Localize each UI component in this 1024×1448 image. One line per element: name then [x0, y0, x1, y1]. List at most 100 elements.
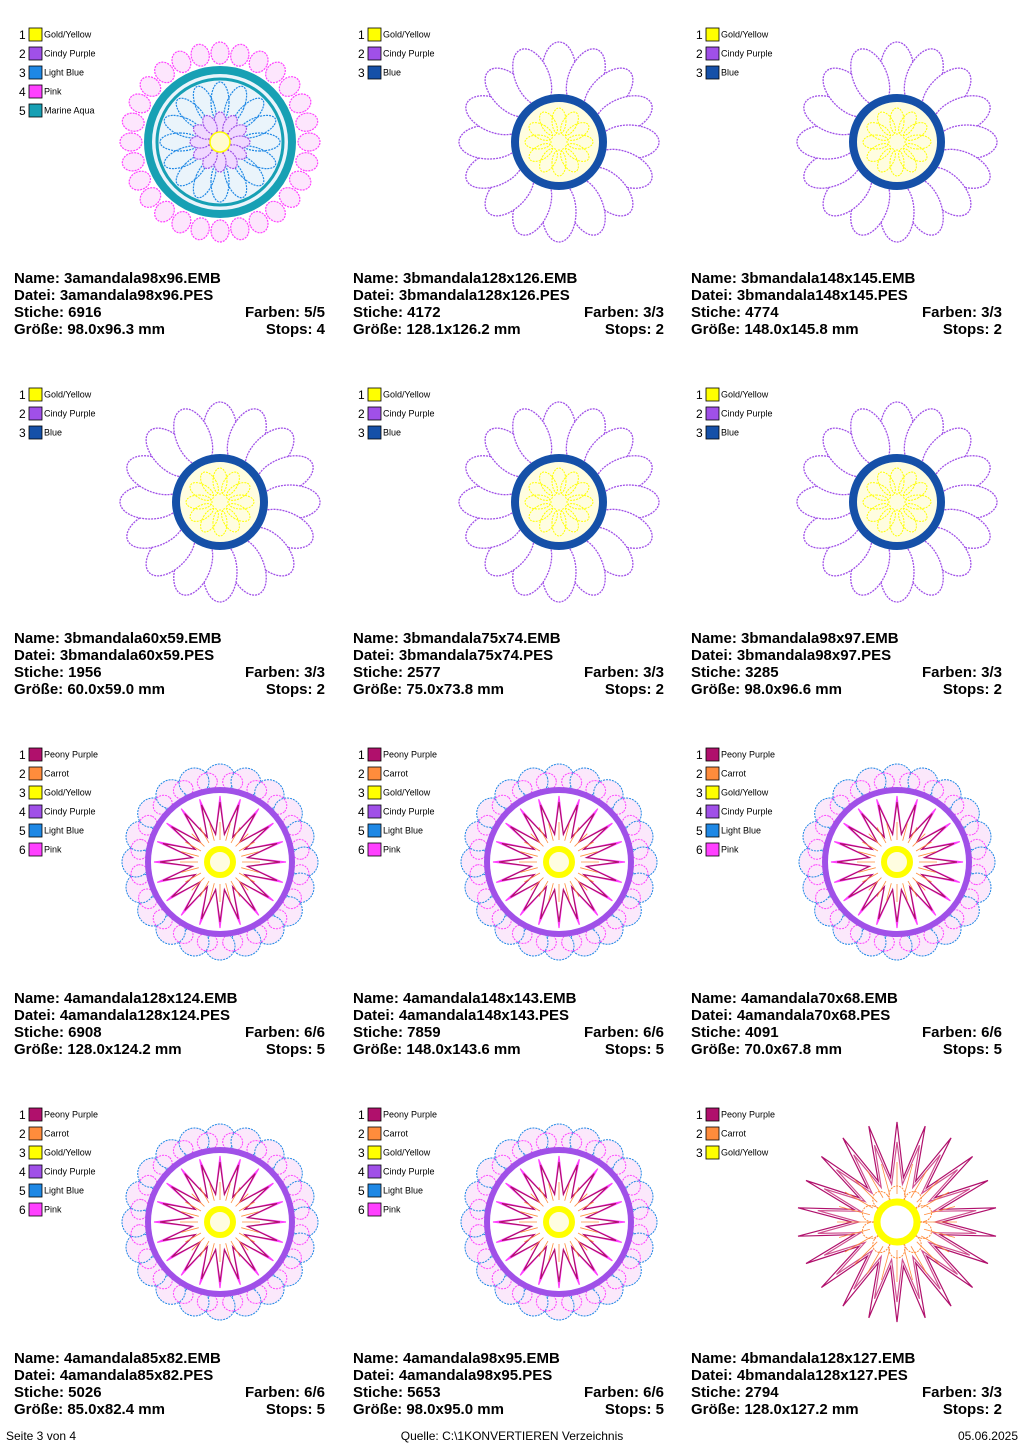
petal: [561, 1292, 583, 1312]
petal: [230, 43, 250, 67]
petal: [163, 114, 203, 139]
thread-name: Blue: [383, 427, 401, 437]
thread-swatch: [28, 425, 43, 440]
thread-swatch: [28, 406, 43, 421]
petal: [621, 888, 641, 910]
thread-swatch: [705, 766, 720, 781]
petal: [278, 187, 301, 208]
thread-name: Pink: [44, 844, 62, 854]
petal: [210, 161, 230, 203]
petal: [944, 794, 965, 815]
thread-swatch: [705, 387, 720, 402]
spoke: [185, 1201, 202, 1212]
petal: [139, 76, 162, 97]
thread-number: 3: [19, 786, 26, 800]
thread-name: Cindy Purple: [44, 48, 96, 58]
design-colors: Farben: 3/3: [584, 304, 664, 321]
design-image: [121, 763, 319, 961]
petal: [477, 1248, 497, 1270]
thread-number: 1: [358, 388, 365, 402]
petal: [606, 909, 627, 930]
design-image: [796, 41, 998, 243]
petal: [267, 909, 288, 930]
petal: [923, 780, 945, 800]
design-colors: Farben: 6/6: [584, 1024, 664, 1041]
design-file: Datei: 4amandala128x124.PES: [14, 1007, 230, 1024]
design-name: Name: 4amandala85x82.EMB: [14, 1350, 221, 1367]
petal: [288, 93, 312, 114]
petal: [189, 482, 215, 501]
spoke: [580, 1211, 598, 1217]
design-stops: Stops: 2: [943, 321, 1002, 338]
petal: [511, 924, 533, 944]
design-size: Größe: 70.0x67.8 mm: [691, 1041, 842, 1058]
thread-swatch: [28, 1126, 43, 1141]
petal: [815, 814, 835, 836]
petal: [290, 864, 310, 886]
thread-swatch: [367, 406, 382, 421]
petal: [225, 503, 251, 522]
thread-name: Peony Purple: [383, 749, 437, 759]
petal: [130, 1224, 150, 1246]
petal: [210, 219, 230, 243]
thread-name: Blue: [721, 427, 739, 437]
star-outline: [498, 801, 620, 923]
spoke: [844, 1191, 873, 1209]
spoke: [181, 1227, 199, 1233]
design-colors: Farben: 6/6: [245, 1024, 325, 1041]
petal: [185, 494, 213, 510]
petal: [288, 170, 312, 191]
petal: [898, 507, 917, 533]
design-file: Datei: 4bmandala128x127.PES: [691, 1367, 908, 1384]
spoke: [235, 1237, 249, 1251]
petal: [873, 772, 895, 792]
petal: [528, 503, 554, 522]
thread-swatch: [28, 747, 43, 762]
spoke: [191, 1193, 205, 1207]
thread-number: 6: [696, 843, 703, 857]
petal: [154, 61, 175, 84]
center: [849, 454, 945, 550]
thread-swatch: [367, 1107, 382, 1122]
petal: [246, 924, 268, 944]
spoke: [225, 883, 231, 901]
petal: [866, 482, 892, 501]
spoke: [902, 883, 908, 901]
spoke: [225, 1243, 231, 1261]
petal: [564, 143, 590, 162]
petal: [629, 1224, 649, 1246]
petal: [561, 772, 583, 792]
center: [849, 94, 945, 190]
petal: [267, 1154, 288, 1175]
petal: [163, 145, 203, 170]
design-card: 1 Gold/Yellow 2 Cindy Purple 3 Blue Name: 3bma…: [691, 27, 1002, 338]
design-name: Name: 4amandala70x68.EMB: [691, 990, 898, 1007]
design-stitches: Stiche: 2577: [353, 664, 441, 681]
thread-number: 1: [696, 748, 703, 762]
spoke: [862, 841, 879, 852]
thread-number: 2: [696, 767, 703, 781]
thread-name: Pink: [383, 844, 401, 854]
spoke: [868, 833, 882, 847]
spoke: [580, 867, 598, 873]
petal: [902, 143, 928, 162]
design-stops: Stops: 5: [605, 1041, 664, 1058]
spoke: [838, 1206, 871, 1216]
spoke: [524, 1232, 541, 1243]
spoke: [548, 1183, 554, 1201]
spoke: [209, 1243, 215, 1261]
spoke: [241, 1211, 259, 1217]
petal: [815, 888, 835, 910]
spoke: [225, 1183, 231, 1201]
thread-swatch: [28, 103, 43, 118]
thread-number: 3: [358, 426, 365, 440]
spoke: [530, 877, 544, 891]
petal: [469, 864, 489, 886]
petal: [159, 132, 201, 152]
spoke: [858, 867, 876, 873]
design-size: Größe: 148.0x143.6 mm: [353, 1041, 521, 1058]
center: [172, 454, 268, 550]
petal: [564, 122, 590, 141]
petal: [237, 114, 277, 139]
spoke: [185, 872, 202, 883]
